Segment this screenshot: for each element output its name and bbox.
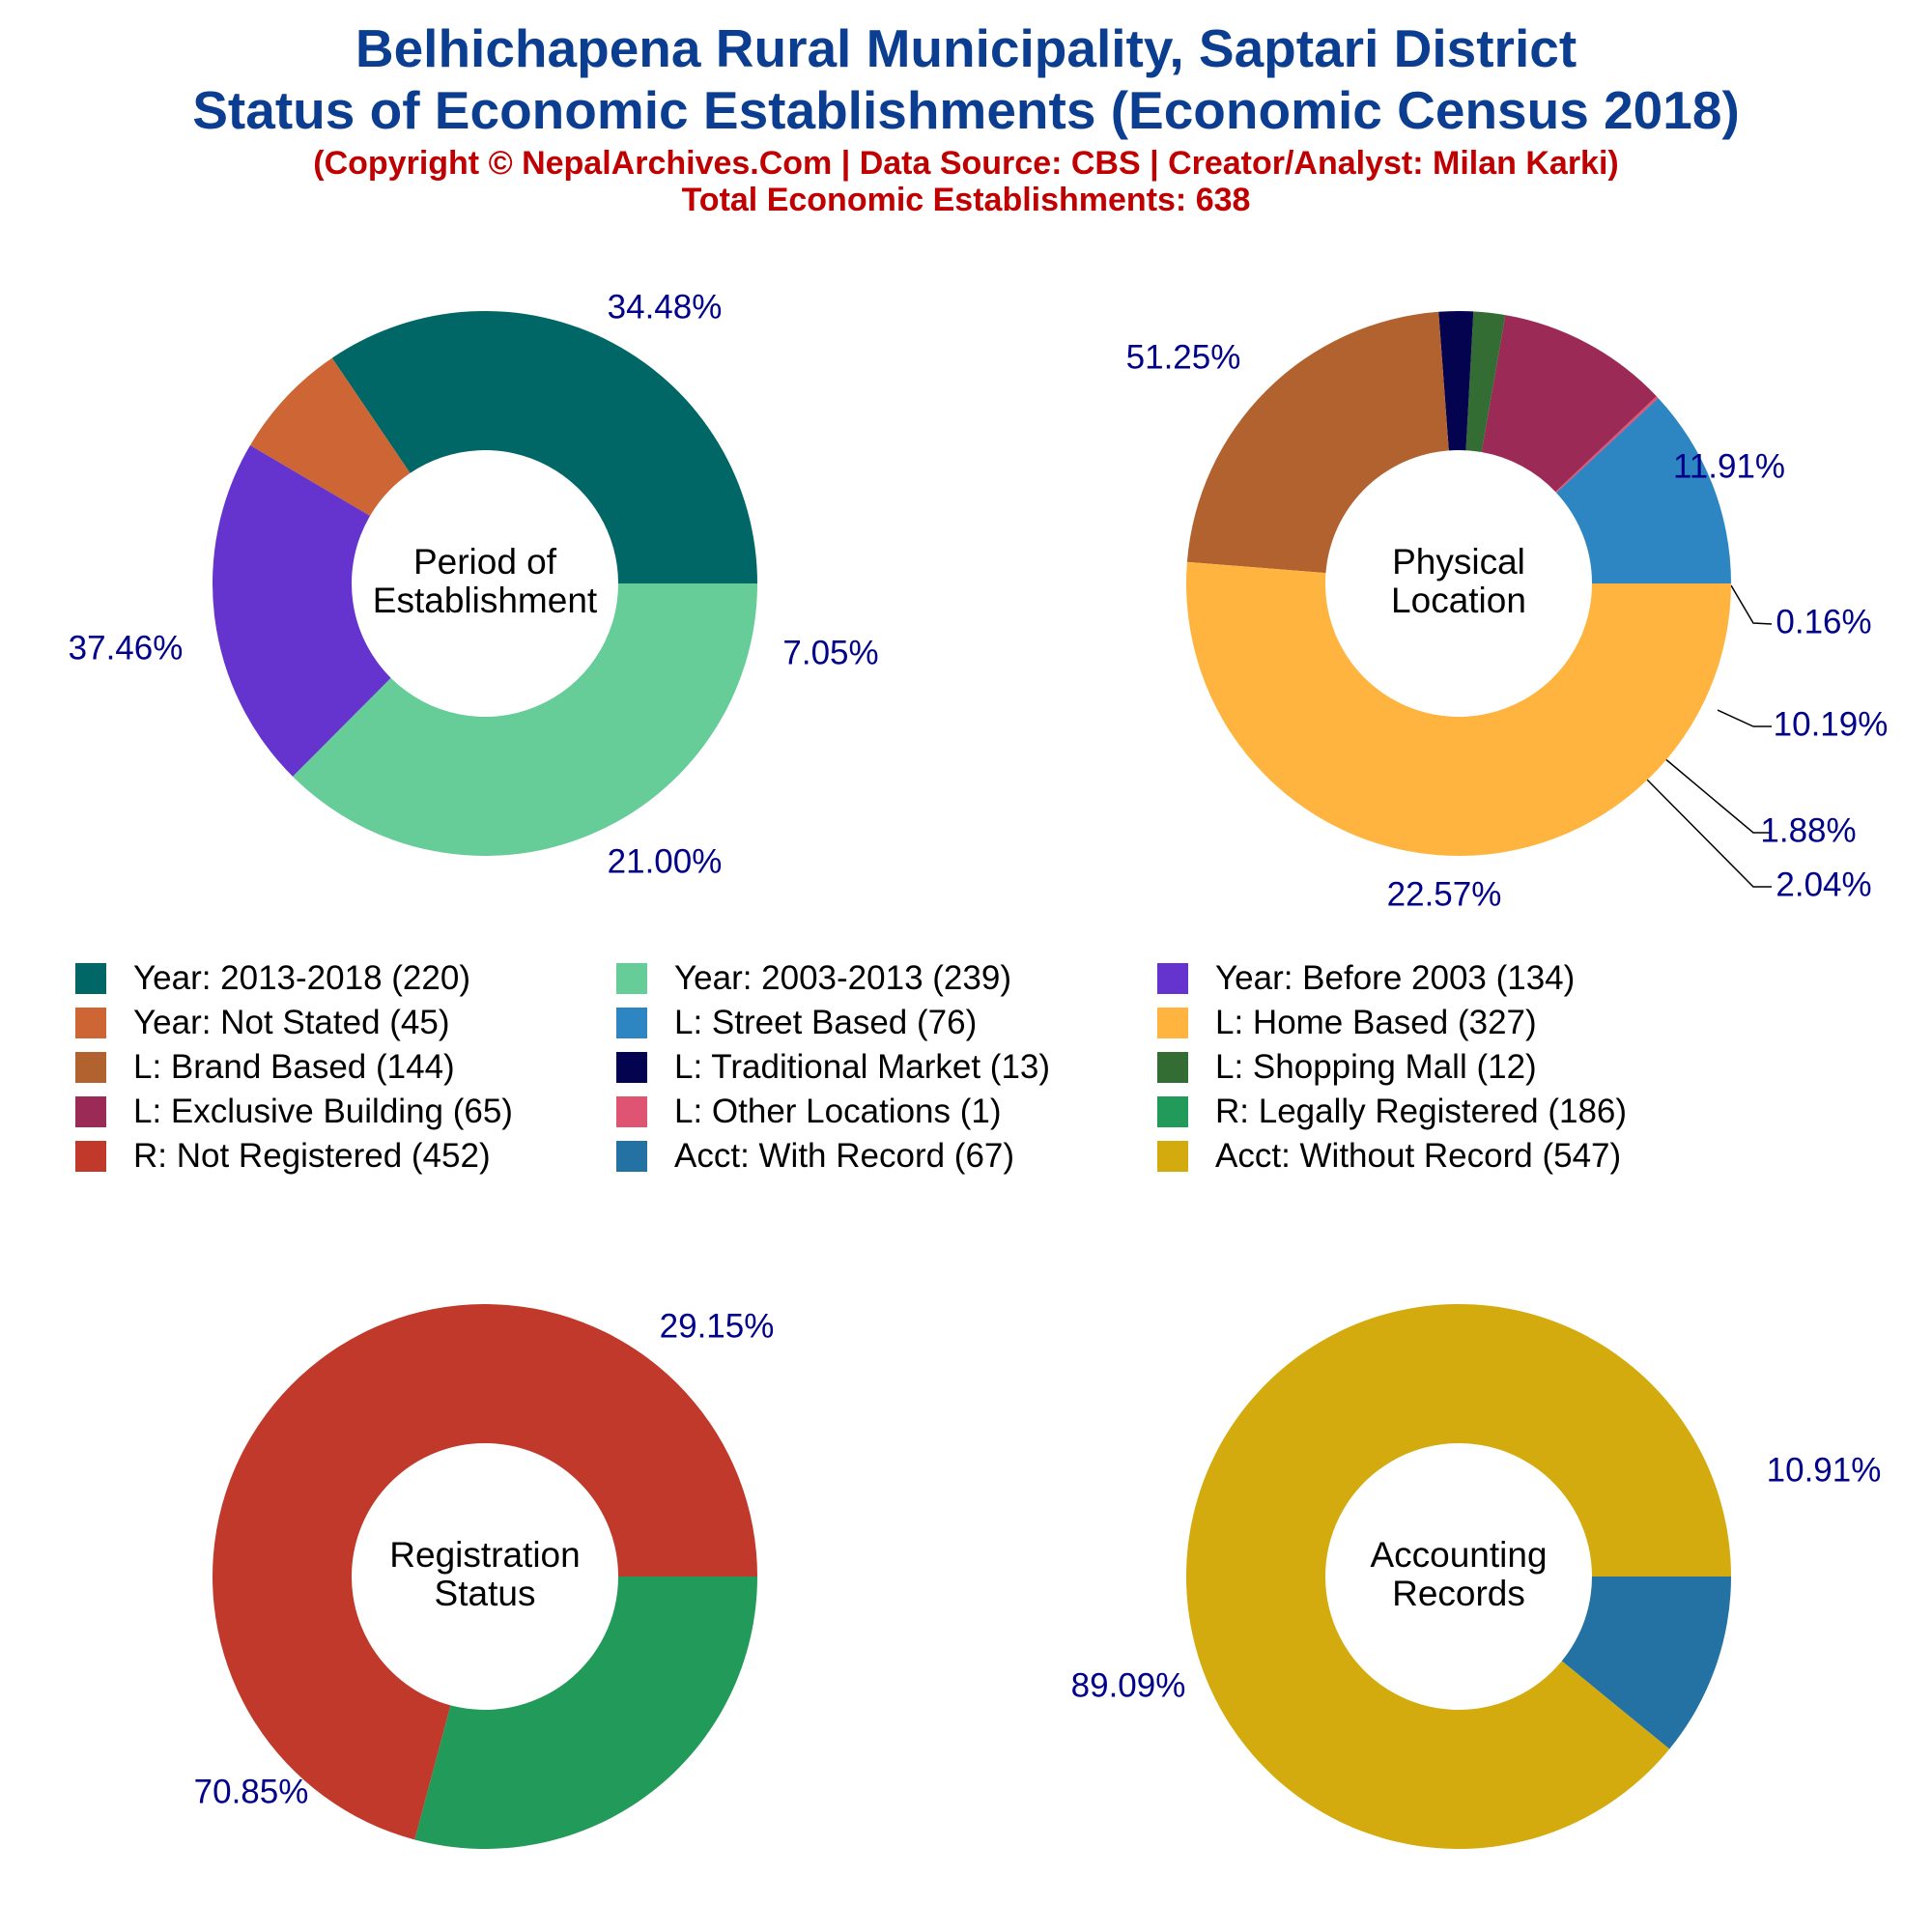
slice-l-other-locations	[1555, 396, 1659, 494]
slice-l-shopping-mall	[1465, 311, 1506, 453]
legend-swatch	[616, 1007, 647, 1038]
slice-r-not-registered	[213, 1303, 757, 1840]
slice-l-street-based	[1556, 398, 1731, 583]
legend-label: L: Street Based (76)	[674, 1003, 978, 1041]
percent-label-acct-with-record: 10.91%	[1767, 1451, 1882, 1489]
legend-item: Year: 2013-2018 (220)	[75, 958, 616, 998]
slice-year-2013-2018	[331, 311, 757, 583]
percent-label-year-not-stated: 7.05%	[782, 634, 878, 671]
slice-acct-with-record	[1561, 1577, 1731, 1749]
percent-label-l-exclusive-building: 10.19%	[1774, 705, 1889, 743]
legend-swatch	[1157, 962, 1188, 994]
legend-item: Year: Not Stated (45)	[75, 1003, 616, 1042]
chart-title-line-1: Belhichapena Rural Municipality, Saptari…	[355, 18, 1577, 78]
legend-item: Acct: With Record (67)	[616, 1136, 1157, 1176]
legend-label: L: Traditional Market (13)	[674, 1047, 1051, 1086]
leader-line-l-traditional-market	[1645, 778, 1772, 888]
percent-label-l-traditional-market: 2.04%	[1776, 866, 1871, 903]
chart-legend: Year: 2013-2018 (220) Year: 2003-2013 (23…	[75, 958, 1872, 1176]
legend-item: L: Street Based (76)	[616, 1003, 1157, 1042]
legend-label: L: Brand Based (144)	[133, 1047, 455, 1086]
legend-swatch	[75, 1007, 106, 1038]
legend-label: Year: 2013-2018 (220)	[133, 958, 470, 997]
slice-l-exclusive-building	[1481, 315, 1657, 493]
legend-swatch	[1157, 1007, 1188, 1038]
legend-item: Acct: Without Record (547)	[1157, 1136, 1737, 1176]
legend-label: L: Home Based (327)	[1215, 1003, 1537, 1041]
slice-r-legally-registered	[414, 1577, 757, 1849]
legend-label: Year: 2003-2013 (239)	[674, 958, 1011, 997]
legend-label: R: Legally Registered (186)	[1215, 1092, 1628, 1130]
chart-title-line-2: Status of Economic Establishments (Econo…	[192, 80, 1740, 140]
slice-year-2003-2013	[293, 583, 757, 856]
percent-label-r-not-registered: 70.85%	[194, 1773, 309, 1810]
chart-header: Belhichapena Rural Municipality, Saptari…	[0, 17, 1932, 218]
legend-label: L: Shopping Mall (12)	[1215, 1047, 1537, 1086]
percent-label-l-home-based: 51.25%	[1126, 338, 1241, 376]
legend-label: R: Not Registered (452)	[133, 1136, 491, 1175]
legend-item: Year: 2003-2013 (239)	[616, 958, 1157, 998]
percent-label-year-2003-2013: 37.46%	[69, 629, 184, 667]
percent-label-r-legally-registered: 29.15%	[660, 1307, 775, 1345]
leader-line-l-shopping-mall	[1662, 756, 1772, 834]
legend-label: L: Exclusive Building (65)	[133, 1092, 513, 1130]
legend-swatch	[75, 962, 106, 994]
center-label: Status	[435, 1574, 536, 1613]
leader-line-l-other-locations	[1730, 584, 1773, 625]
percent-label-l-street-based: 11.91%	[1673, 447, 1785, 485]
center-label: Period of	[413, 542, 557, 582]
center-label: Accounting	[1370, 1535, 1547, 1575]
percent-label-acct-without-record: 89.09%	[1071, 1666, 1186, 1704]
percent-label-l-other-locations: 0.16%	[1776, 603, 1871, 640]
slice-year-not-stated	[249, 357, 411, 517]
legend-label: Year: Not Stated (45)	[133, 1003, 450, 1041]
percent-label-l-brand-based: 22.57%	[1387, 875, 1502, 913]
legend-swatch	[616, 1140, 647, 1172]
slice-l-brand-based	[1186, 311, 1449, 574]
leader-line-l-exclusive-building	[1717, 709, 1772, 727]
legend-item: R: Legally Registered (186)	[1157, 1092, 1737, 1131]
center-label: Physical	[1392, 542, 1525, 582]
slice-l-home-based	[1185, 561, 1731, 857]
legend-swatch	[75, 1095, 106, 1127]
slice-acct-without-record	[1186, 1304, 1731, 1850]
legend-item: Year: Before 2003 (134)	[1157, 958, 1737, 998]
legend-item: L: Exclusive Building (65)	[75, 1092, 616, 1131]
percent-label-year-before-2003: 21.00%	[608, 842, 723, 880]
center-label: Establishment	[373, 581, 598, 620]
copyright-note: (Copyright © NepalArchives.Com | Data So…	[313, 145, 1619, 182]
legend-label: Acct: With Record (67)	[674, 1136, 1015, 1175]
legend-item: L: Other Locations (1)	[616, 1092, 1157, 1131]
center-label: Registration	[389, 1535, 580, 1575]
legend-swatch	[616, 1051, 647, 1083]
legend-swatch	[75, 1051, 106, 1083]
legend-item: L: Traditional Market (13)	[616, 1047, 1157, 1087]
slice-year-before-2003	[213, 445, 391, 777]
legend-item: L: Brand Based (144)	[75, 1047, 616, 1087]
center-label: Location	[1391, 581, 1526, 620]
legend-swatch	[1157, 1140, 1188, 1172]
legend-item: L: Shopping Mall (12)	[1157, 1047, 1737, 1087]
legend-swatch	[75, 1140, 106, 1172]
percent-label-l-shopping-mall: 1.88%	[1760, 811, 1856, 849]
legend-label: L: Other Locations (1)	[674, 1092, 1002, 1130]
center-label: Records	[1392, 1574, 1525, 1613]
legend-swatch	[616, 1095, 647, 1127]
legend-label: Year: Before 2003 (134)	[1215, 958, 1576, 997]
total-establishments: Total Economic Establishments: 638	[681, 182, 1251, 218]
slice-l-traditional-market	[1438, 310, 1474, 451]
legend-item: R: Not Registered (452)	[75, 1136, 616, 1176]
legend-swatch	[1157, 1051, 1188, 1083]
legend-swatch	[1157, 1095, 1188, 1127]
legend-label: Acct: Without Record (547)	[1215, 1136, 1622, 1175]
legend-item: L: Home Based (327)	[1157, 1003, 1737, 1042]
legend-swatch	[616, 962, 647, 994]
percent-label-year-2013-2018: 34.48%	[608, 288, 723, 326]
